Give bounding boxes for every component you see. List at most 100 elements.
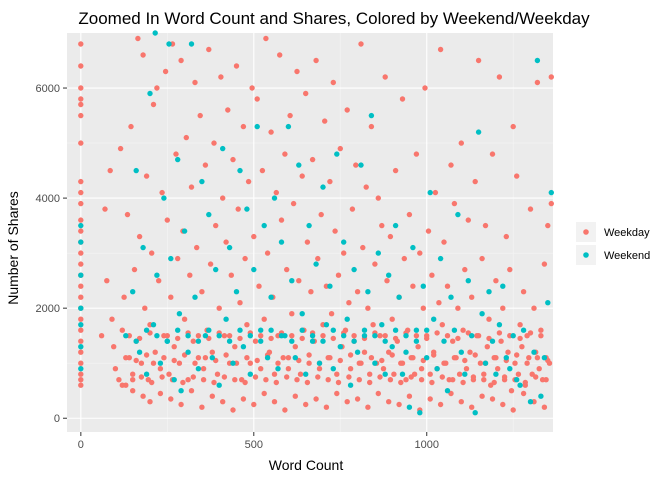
data-point bbox=[252, 338, 259, 344]
data-point bbox=[304, 239, 311, 245]
data-point bbox=[289, 278, 295, 284]
legend-label-weekend: Weekend bbox=[604, 250, 650, 262]
data-point bbox=[448, 162, 454, 168]
data-point bbox=[180, 379, 186, 386]
data-point bbox=[223, 316, 229, 322]
data-point bbox=[309, 333, 316, 339]
data-point bbox=[133, 357, 139, 364]
data-point bbox=[479, 255, 485, 262]
data-point bbox=[403, 333, 409, 339]
data-point bbox=[415, 344, 421, 350]
data-point bbox=[78, 272, 84, 278]
data-point bbox=[237, 300, 243, 306]
data-point bbox=[152, 30, 158, 36]
data-point bbox=[456, 371, 463, 377]
data-point bbox=[396, 294, 402, 300]
data-point bbox=[437, 255, 444, 262]
data-point bbox=[365, 404, 371, 410]
data-point bbox=[455, 335, 461, 342]
data-point bbox=[123, 333, 129, 339]
data-point bbox=[327, 283, 333, 289]
data-point bbox=[534, 57, 541, 64]
data-point bbox=[78, 63, 84, 69]
data-point bbox=[372, 333, 378, 339]
data-point bbox=[268, 327, 274, 333]
data-point bbox=[309, 338, 316, 344]
data-point bbox=[460, 379, 466, 386]
data-point bbox=[406, 393, 413, 399]
data-point bbox=[159, 374, 165, 380]
data-point bbox=[507, 366, 513, 372]
data-point bbox=[334, 390, 340, 397]
data-point bbox=[154, 85, 160, 91]
data-points bbox=[78, 30, 554, 416]
data-point bbox=[410, 355, 416, 361]
data-point bbox=[299, 173, 305, 179]
data-point bbox=[538, 393, 544, 399]
data-point bbox=[413, 338, 420, 344]
data-point bbox=[379, 322, 385, 328]
data-point bbox=[78, 96, 84, 102]
data-point bbox=[240, 344, 247, 350]
legend-key-weekday bbox=[583, 229, 589, 235]
data-point bbox=[282, 151, 288, 157]
data-point bbox=[143, 371, 150, 377]
data-point bbox=[261, 222, 267, 229]
data-point bbox=[432, 189, 439, 196]
data-point bbox=[78, 189, 84, 196]
data-point bbox=[455, 211, 461, 218]
data-point bbox=[78, 200, 84, 207]
data-point bbox=[425, 228, 432, 234]
data-point bbox=[206, 327, 212, 333]
data-point bbox=[451, 327, 458, 333]
data-point bbox=[226, 333, 233, 339]
data-point bbox=[436, 300, 442, 306]
data-point bbox=[185, 349, 191, 355]
data-point bbox=[221, 333, 228, 339]
data-point bbox=[346, 374, 352, 380]
data-point bbox=[183, 134, 189, 141]
data-point bbox=[78, 305, 84, 311]
data-point bbox=[441, 360, 447, 366]
data-point bbox=[309, 156, 316, 163]
data-point bbox=[188, 184, 195, 190]
data-point bbox=[164, 338, 170, 344]
data-point bbox=[531, 305, 537, 311]
data-point bbox=[244, 322, 250, 328]
data-point bbox=[403, 349, 409, 355]
data-point bbox=[237, 167, 243, 174]
data-point bbox=[337, 357, 343, 364]
data-point bbox=[104, 278, 110, 284]
data-point bbox=[318, 211, 324, 218]
data-point bbox=[150, 322, 157, 328]
data-point bbox=[202, 333, 209, 339]
data-point bbox=[200, 366, 207, 372]
data-point bbox=[237, 327, 243, 333]
data-point bbox=[382, 333, 388, 339]
data-point bbox=[192, 79, 198, 86]
data-point bbox=[481, 377, 487, 383]
data-point bbox=[78, 41, 84, 47]
data-point bbox=[484, 344, 490, 350]
data-point bbox=[232, 377, 238, 383]
data-point bbox=[178, 401, 184, 408]
data-point bbox=[78, 222, 84, 229]
y-axis-ticks: 0 2000 4000 6000 bbox=[36, 83, 67, 425]
data-point bbox=[211, 379, 217, 386]
data-point bbox=[429, 379, 435, 386]
data-point bbox=[358, 360, 364, 366]
data-point bbox=[78, 338, 84, 344]
data-point bbox=[458, 140, 464, 146]
data-point bbox=[128, 123, 134, 130]
data-point bbox=[171, 377, 177, 383]
data-point bbox=[164, 333, 170, 339]
data-point bbox=[181, 316, 188, 322]
data-point bbox=[481, 371, 487, 377]
data-point bbox=[119, 382, 126, 388]
data-point bbox=[520, 289, 527, 295]
data-point bbox=[157, 360, 164, 366]
data-point bbox=[335, 379, 342, 386]
data-point bbox=[264, 355, 271, 361]
data-point bbox=[157, 390, 164, 397]
data-point bbox=[292, 393, 298, 399]
